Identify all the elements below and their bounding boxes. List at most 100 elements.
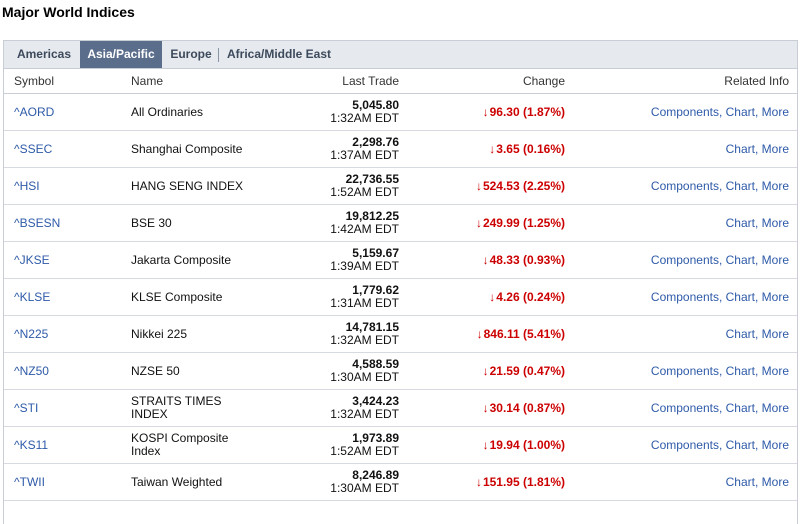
change-value: 524.53 (2.25%): [482, 179, 565, 193]
components-link[interactable]: Components: [650, 401, 719, 415]
symbol-link[interactable]: ^N225: [14, 327, 49, 341]
more-link[interactable]: More: [761, 475, 789, 489]
related-info-cell: Components, Chart, More: [565, 278, 797, 316]
name-cell: STRAITS TIMES INDEX: [131, 389, 271, 427]
last-trade-cell: 14,781.15 1:32AM EDT: [271, 315, 399, 353]
change-value: 151.95 (1.81%): [482, 475, 565, 489]
link-separator: ,: [754, 327, 762, 341]
name-cell: BSE 30: [131, 204, 271, 242]
change-value: 30.14 (0.87%): [489, 401, 565, 415]
trade-time: 1:52AM EDT: [330, 185, 399, 199]
more-link[interactable]: More: [761, 179, 789, 193]
symbol-link[interactable]: ^NZ50: [14, 364, 49, 378]
down-arrow-icon: ↓: [489, 290, 496, 304]
components-link[interactable]: Components: [650, 290, 719, 304]
chart-link[interactable]: Chart: [725, 438, 755, 452]
change-value: 249.99 (1.25%): [482, 216, 565, 230]
index-name: Jakarta Composite: [131, 253, 232, 267]
components-link[interactable]: Components: [650, 105, 719, 119]
chart-link[interactable]: Chart: [725, 290, 755, 304]
link-separator: ,: [754, 105, 762, 119]
symbol-cell: ^N225: [4, 315, 131, 353]
symbol-link[interactable]: ^KS11: [14, 438, 49, 452]
tab-africa-middle-east[interactable]: Africa/Middle East: [226, 47, 332, 61]
components-link[interactable]: Components: [650, 179, 719, 193]
column-header-change: Change: [399, 69, 565, 94]
chart-link[interactable]: Chart: [725, 179, 755, 193]
trade-time: 1:37AM EDT: [330, 148, 399, 162]
change-cell: ↓4.26 (0.24%): [399, 278, 565, 316]
symbol-cell: ^HSI: [4, 167, 131, 205]
related-info-cell: Chart, More: [565, 204, 797, 242]
change-cell: ↓3.65 (0.16%): [399, 130, 565, 168]
last-trade-cell: 19,812.25 1:42AM EDT: [271, 204, 399, 242]
symbol-link[interactable]: ^TWII: [14, 475, 45, 489]
trade-time: 1:30AM EDT: [330, 370, 399, 384]
index-name: Nikkei 225: [131, 327, 188, 341]
table-row: ^NZ50 NZSE 50 4,588.59 1:30AM EDT ↓21.59 (0.…: [4, 352, 797, 390]
last-trade-cell: 3,424.23 1:32AM EDT: [271, 389, 399, 427]
more-link[interactable]: More: [761, 105, 789, 119]
symbol-cell: ^KLSE: [4, 278, 131, 316]
more-link[interactable]: More: [761, 216, 789, 230]
index-name: All Ordinaries: [131, 105, 204, 119]
down-arrow-icon: ↓: [482, 105, 489, 119]
tab-americas[interactable]: Americas: [16, 47, 72, 61]
more-link[interactable]: More: [761, 364, 789, 378]
symbol-link[interactable]: ^SSEC: [14, 142, 53, 156]
symbol-link[interactable]: ^HSI: [14, 179, 40, 193]
more-link[interactable]: More: [761, 327, 789, 341]
tab-asia-pacific[interactable]: Asia/Pacific: [80, 41, 162, 68]
column-header-related-info: Related Info: [565, 69, 797, 94]
tab-europe[interactable]: Europe: [170, 47, 212, 61]
change-cell: ↓151.95 (1.81%): [399, 463, 565, 501]
symbol-link[interactable]: ^JKSE: [14, 253, 50, 267]
chart-link[interactable]: Chart: [725, 475, 755, 489]
components-link[interactable]: Components: [650, 438, 719, 452]
related-info-cell: Components, Chart, More: [565, 167, 797, 205]
symbol-cell: ^AORD: [4, 93, 131, 131]
chart-link[interactable]: Chart: [725, 142, 755, 156]
tab-divider: [218, 48, 219, 62]
chart-link[interactable]: Chart: [725, 401, 755, 415]
index-name: NZSE 50: [131, 364, 180, 378]
link-separator: ,: [718, 364, 726, 378]
chart-link[interactable]: Chart: [725, 253, 755, 267]
chart-link[interactable]: Chart: [725, 216, 755, 230]
last-trade-cell: 8,246.89 1:30AM EDT: [271, 463, 399, 501]
symbol-link[interactable]: ^AORD: [14, 105, 55, 119]
symbol-link[interactable]: ^STI: [14, 401, 39, 415]
trade-time: 1:42AM EDT: [330, 222, 399, 236]
more-link[interactable]: More: [761, 401, 789, 415]
change-value: 21.59 (0.47%): [489, 364, 565, 378]
last-price: 8,246.89: [352, 468, 399, 482]
index-name: Taiwan Weighted: [131, 475, 223, 489]
down-arrow-icon: ↓: [482, 438, 489, 452]
last-price: 2,298.76: [352, 135, 399, 149]
link-separator: ,: [754, 253, 762, 267]
down-arrow-icon: ↓: [489, 142, 496, 156]
chart-link[interactable]: Chart: [725, 327, 755, 341]
table-row: ^JKSE Jakarta Composite 5,159.67 1:39AM EDT…: [4, 241, 797, 279]
down-arrow-icon: ↓: [475, 475, 482, 489]
index-name: KOSPI Composite Index: [131, 431, 229, 458]
table-row: ^STI STRAITS TIMES INDEX 3,424.23 1:32AM ED…: [4, 389, 797, 427]
table-row: ^TWII Taiwan Weighted 8,246.89 1:30AM EDT ↓1…: [4, 463, 797, 501]
more-link[interactable]: More: [761, 438, 789, 452]
components-link[interactable]: Components: [650, 253, 719, 267]
more-link[interactable]: More: [761, 253, 789, 267]
change-value: 3.65 (0.16%): [496, 142, 565, 156]
symbol-link[interactable]: ^KLSE: [14, 290, 51, 304]
symbol-link[interactable]: ^BSESN: [14, 216, 61, 230]
link-separator: ,: [718, 105, 726, 119]
change-value: 19.94 (1.00%): [489, 438, 565, 452]
change-cell: ↓249.99 (1.25%): [399, 204, 565, 242]
more-link[interactable]: More: [761, 290, 789, 304]
chart-link[interactable]: Chart: [725, 364, 755, 378]
chart-link[interactable]: Chart: [725, 105, 755, 119]
name-cell: Shanghai Composite: [131, 130, 271, 168]
more-link[interactable]: More: [761, 142, 789, 156]
index-name: STRAITS TIMES INDEX: [131, 394, 222, 421]
change-cell: ↓96.30 (1.87%): [399, 93, 565, 131]
components-link[interactable]: Components: [650, 364, 719, 378]
